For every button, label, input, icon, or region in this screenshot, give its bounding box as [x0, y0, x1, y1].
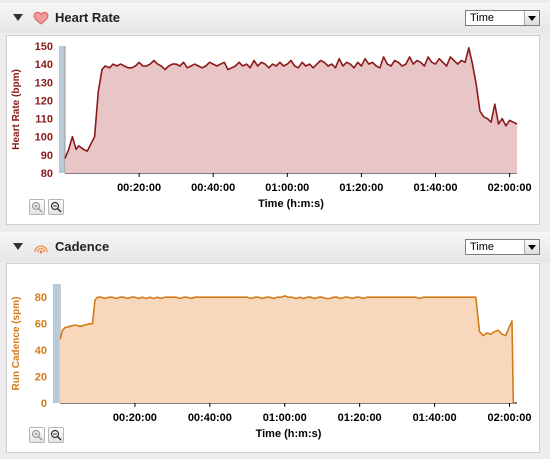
heart-rate-panel: Heart Rate Time 80 90 100 110 120 130 140 150 00…	[0, 3, 550, 227]
y-tick-label: 80	[35, 292, 47, 304]
chevron-down-icon[interactable]	[524, 240, 539, 254]
zoom-in-button[interactable]	[29, 427, 45, 443]
x-tick-label: 02:00:00	[488, 182, 532, 194]
y-tick-label: 0	[41, 398, 47, 410]
y-tick-label: 20	[35, 372, 47, 384]
scroll-strip	[53, 284, 59, 403]
x-tick-label: 01:20:00	[339, 182, 383, 194]
chart-container: 0 20 40 60 80 00:20:00 00:40:00 01:00:00 01:20:0…	[6, 263, 540, 453]
cadence-panel: Cadence Time 0 20 40 60 80 00:20:00 00:40:00 01…	[0, 232, 550, 456]
x-axis-label: Time (h:m:s)	[256, 428, 322, 440]
select-value: Time	[470, 12, 495, 24]
x-axis-select[interactable]: Time	[465, 10, 540, 26]
zoom-out-button[interactable]	[48, 199, 64, 215]
x-tick-label: 01:00:00	[265, 182, 309, 194]
panel-title: Heart Rate	[55, 10, 121, 25]
y-tick-label: 120	[35, 95, 53, 107]
y-tick-label: 140	[35, 59, 53, 71]
series-area	[60, 295, 514, 403]
y-axis-label: Run Cadence (spm)	[11, 297, 22, 391]
collapse-arrow-icon[interactable]	[13, 14, 23, 21]
panel-title: Cadence	[55, 239, 110, 254]
x-tick-label: 01:00:00	[263, 412, 307, 424]
y-axis-label: Heart Rate (bpm)	[11, 69, 22, 150]
collapse-arrow-icon[interactable]	[13, 243, 23, 250]
heart-rate-chart: 80 90 100 110 120 130 140 150 00:20:00 00:40:00 01…	[11, 41, 532, 210]
zoom-in-icon	[31, 429, 43, 441]
chevron-down-icon[interactable]	[524, 11, 539, 25]
cadence-panel-header: Cadence Time	[0, 232, 550, 262]
y-tick-label: 40	[35, 345, 47, 357]
y-tick-label: 100	[35, 132, 53, 144]
y-tick-label: 110	[35, 114, 53, 126]
y-tick-label: 80	[41, 168, 53, 180]
heart-rate-panel-header: Heart Rate Time	[0, 3, 550, 33]
series-line	[59, 295, 515, 404]
series-area	[65, 47, 517, 173]
zoom-out-icon	[50, 429, 62, 441]
cadence-icon	[34, 245, 48, 254]
scroll-strip	[59, 46, 65, 173]
x-tick-label: 00:40:00	[188, 412, 232, 424]
x-tick-label: 01:20:00	[338, 412, 382, 424]
y-tick-label: 90	[41, 150, 53, 162]
heart-icon	[33, 11, 49, 25]
x-tick-label: 00:20:00	[113, 412, 157, 424]
x-axis-label: Time (h:m:s)	[258, 198, 324, 210]
zoom-in-button[interactable]	[29, 199, 45, 215]
x-tick-label: 02:00:00	[487, 412, 531, 424]
x-tick-label: 01:40:00	[413, 182, 457, 194]
zoom-out-button[interactable]	[48, 427, 64, 443]
x-tick-label: 00:20:00	[117, 182, 161, 194]
x-tick-label: 00:40:00	[191, 182, 235, 194]
select-value: Time	[470, 241, 495, 253]
zoom-out-icon	[50, 201, 62, 213]
x-axis-select[interactable]: Time	[465, 239, 540, 255]
y-tick-label: 150	[35, 41, 53, 53]
x-tick-label: 01:40:00	[413, 412, 457, 424]
cadence-chart: 0 20 40 60 80 00:20:00 00:40:00 01:00:00 01:20:0…	[11, 284, 532, 440]
zoom-in-icon	[31, 201, 43, 213]
y-tick-label: 130	[35, 77, 53, 89]
chart-container: 80 90 100 110 120 130 140 150 00:20:00 00:40:00 01…	[6, 35, 540, 225]
series-line	[64, 47, 518, 159]
y-tick-label: 60	[35, 319, 47, 331]
